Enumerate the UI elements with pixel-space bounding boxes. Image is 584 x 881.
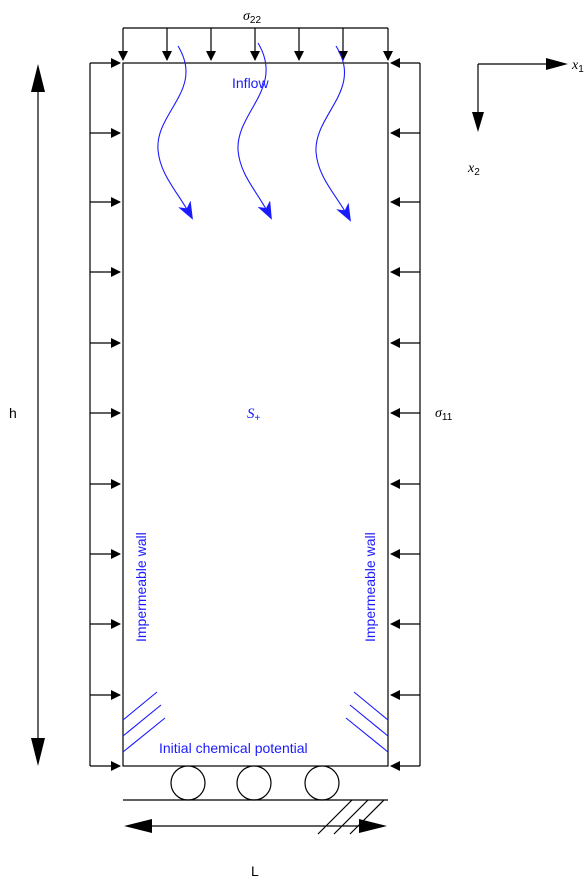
coordinate-axes xyxy=(472,58,568,132)
x1-label: x1 xyxy=(571,58,584,75)
h-label: h xyxy=(9,405,17,421)
roller-supports xyxy=(123,765,388,835)
inflow-label: Inflow xyxy=(232,75,269,91)
domain-label: S+ xyxy=(247,406,261,424)
roller xyxy=(170,765,206,801)
right-load-arrows xyxy=(390,58,421,771)
bottom-boundary-label: Initial chemical potential xyxy=(159,740,308,756)
sigma22-label: σ22 xyxy=(243,9,261,26)
top-load-arrows xyxy=(118,27,393,61)
inflow-arrow xyxy=(315,45,351,222)
left-load-arrows xyxy=(89,58,121,771)
x2-label: x2 xyxy=(467,161,480,178)
inflow-arrows xyxy=(157,42,351,222)
l-label: L xyxy=(251,863,259,879)
sigma11-label: σ11 xyxy=(435,406,453,423)
h-dimension-arrow xyxy=(31,64,45,766)
bottom-corner-hatch xyxy=(122,691,389,753)
left-wall-label: Impermeable wall xyxy=(133,532,149,642)
roller xyxy=(304,765,340,801)
inflow-arrow xyxy=(237,42,272,220)
roller xyxy=(236,765,272,801)
right-wall-label: Impermeable wall xyxy=(362,532,378,642)
inflow-arrow xyxy=(157,45,193,220)
